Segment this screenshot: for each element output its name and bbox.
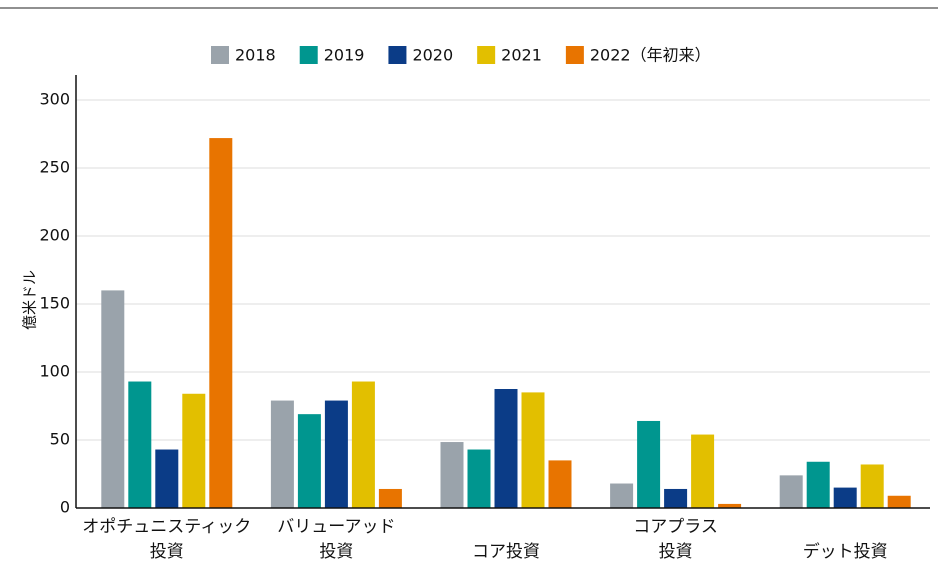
- bar: [637, 420, 661, 508]
- legend-label: 2019: [324, 46, 365, 65]
- bar: [101, 290, 125, 508]
- bar: [182, 393, 206, 508]
- y-tick-label: 300: [39, 90, 70, 109]
- bar: [548, 460, 572, 508]
- y-tick-label: 200: [39, 226, 70, 245]
- bar: [691, 434, 715, 508]
- bar: [887, 495, 911, 508]
- bar: [209, 138, 233, 508]
- legend-swatch: [477, 46, 496, 64]
- bar: [128, 381, 152, 508]
- legend-swatch: [211, 46, 229, 64]
- bar: [806, 461, 830, 508]
- bar: [324, 400, 348, 508]
- bar: [155, 449, 179, 508]
- x-tick-label: 投資: [150, 542, 184, 562]
- bar: [779, 475, 803, 508]
- x-tick-label: 投資: [659, 542, 693, 562]
- legend-label: 2022（年初来）: [590, 46, 711, 65]
- bar: [351, 381, 375, 508]
- x-tick-label: デット投資: [803, 541, 888, 562]
- y-axis-label: 億米ドル: [21, 270, 39, 330]
- x-tick-label: オポチュニスティック: [82, 517, 251, 537]
- y-tick-label: 100: [39, 362, 70, 381]
- bar: [270, 400, 294, 508]
- bar: [440, 442, 464, 508]
- legend-label: 2021: [501, 46, 542, 65]
- bar: [297, 414, 321, 508]
- bar: [718, 503, 742, 508]
- bar: [378, 488, 402, 508]
- bar: [467, 449, 491, 508]
- bar: [521, 392, 545, 508]
- legend-label: 2020: [412, 46, 453, 65]
- y-tick-label: 0: [60, 498, 70, 517]
- legend-swatch: [299, 46, 318, 64]
- legend-label: 2018: [235, 46, 276, 65]
- y-tick-label: 50: [50, 430, 70, 449]
- x-tick-label: 投資: [319, 542, 353, 562]
- y-tick-label: 250: [39, 158, 70, 177]
- y-tick-label: 150: [39, 294, 70, 313]
- x-tick-label: コア投資: [472, 542, 540, 562]
- bar: [610, 483, 634, 508]
- bar: [833, 487, 857, 508]
- bar: [494, 389, 518, 508]
- x-tick-label: コアプラス: [633, 517, 718, 537]
- bar: [664, 488, 688, 508]
- bar: [860, 464, 884, 508]
- legend-swatch: [388, 46, 407, 64]
- legend-swatch: [565, 46, 584, 64]
- x-tick-label: バリューアッド: [277, 517, 395, 537]
